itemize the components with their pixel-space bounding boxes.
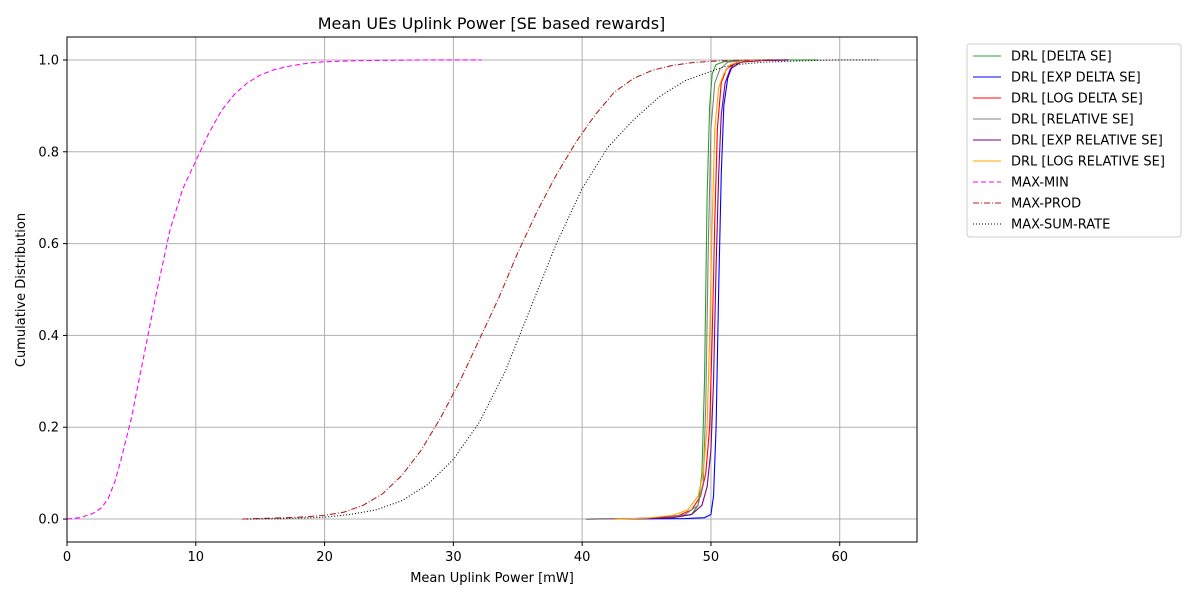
legend-label-max-prod: MAX-PROD — [1011, 197, 1081, 212]
y-tick-label: 0.2 — [38, 421, 59, 436]
y-tick-label: 0.4 — [38, 329, 59, 344]
y-tick-label: 0.6 — [38, 237, 59, 252]
x-tick-label: 20 — [316, 550, 333, 565]
plot-frame — [66, 36, 918, 543]
legend-label-drl-relative-se: DRL [RELATIVE SE] — [1011, 113, 1134, 128]
x-tick-label: 50 — [703, 550, 720, 565]
x-tick-label: 60 — [831, 550, 848, 565]
ticks: 0 10 20 30 40 50 60 0.0 0.2 0.4 0.6 0.8 1.0 — [38, 53, 848, 565]
legend-label-max-min: MAX-MIN — [1011, 176, 1069, 191]
series-layer — [66, 59, 879, 520]
legend-label-drl-delta-se: DRL [DELTA SE] — [1011, 50, 1112, 65]
series-line-drl-exp-relative-se — [614, 59, 789, 520]
series-line-drl-relative-se — [586, 59, 769, 520]
legend-label-drl-log-relative-se: DRL [LOG RELATIVE SE] — [1011, 155, 1165, 170]
y-tick-label: 0.0 — [38, 513, 59, 528]
legend-label-drl-exp-relative-se: DRL [EXP RELATIVE SE] — [1011, 134, 1163, 149]
grid — [66, 37, 917, 542]
y-axis-title: Cumulative Distribution — [14, 213, 29, 367]
legend-label-max-sum-rate: MAX-SUM-RATE — [1011, 218, 1110, 233]
series-line-drl-log-delta-se — [586, 59, 789, 520]
chart-title: Mean UEs Uplink Power [SE based rewards] — [318, 14, 666, 33]
legend-label-drl-log-delta-se: DRL [LOG DELTA SE] — [1011, 92, 1143, 107]
legend: DRL [DELTA SE] DRL [EXP DELTA SE] DRL [LOG… — [966, 43, 1182, 238]
legend-label-drl-exp-delta-se: DRL [EXP DELTA SE] — [1011, 71, 1141, 86]
series-line-max-sum-rate — [247, 59, 879, 520]
x-axis-title: Mean Uplink Power [mW] — [410, 571, 574, 586]
y-tick-label: 0.8 — [38, 145, 59, 160]
series-line-max-min — [66, 59, 482, 520]
series-line-max-prod — [242, 59, 776, 520]
series-line-drl-log-relative-se — [614, 59, 763, 520]
x-tick-label: 0 — [63, 550, 71, 565]
legend-box — [966, 43, 1182, 238]
y-tick-label: 1.0 — [38, 53, 59, 68]
x-tick-label: 10 — [188, 550, 205, 565]
x-tick-label: 40 — [574, 550, 591, 565]
x-tick-label: 30 — [445, 550, 462, 565]
